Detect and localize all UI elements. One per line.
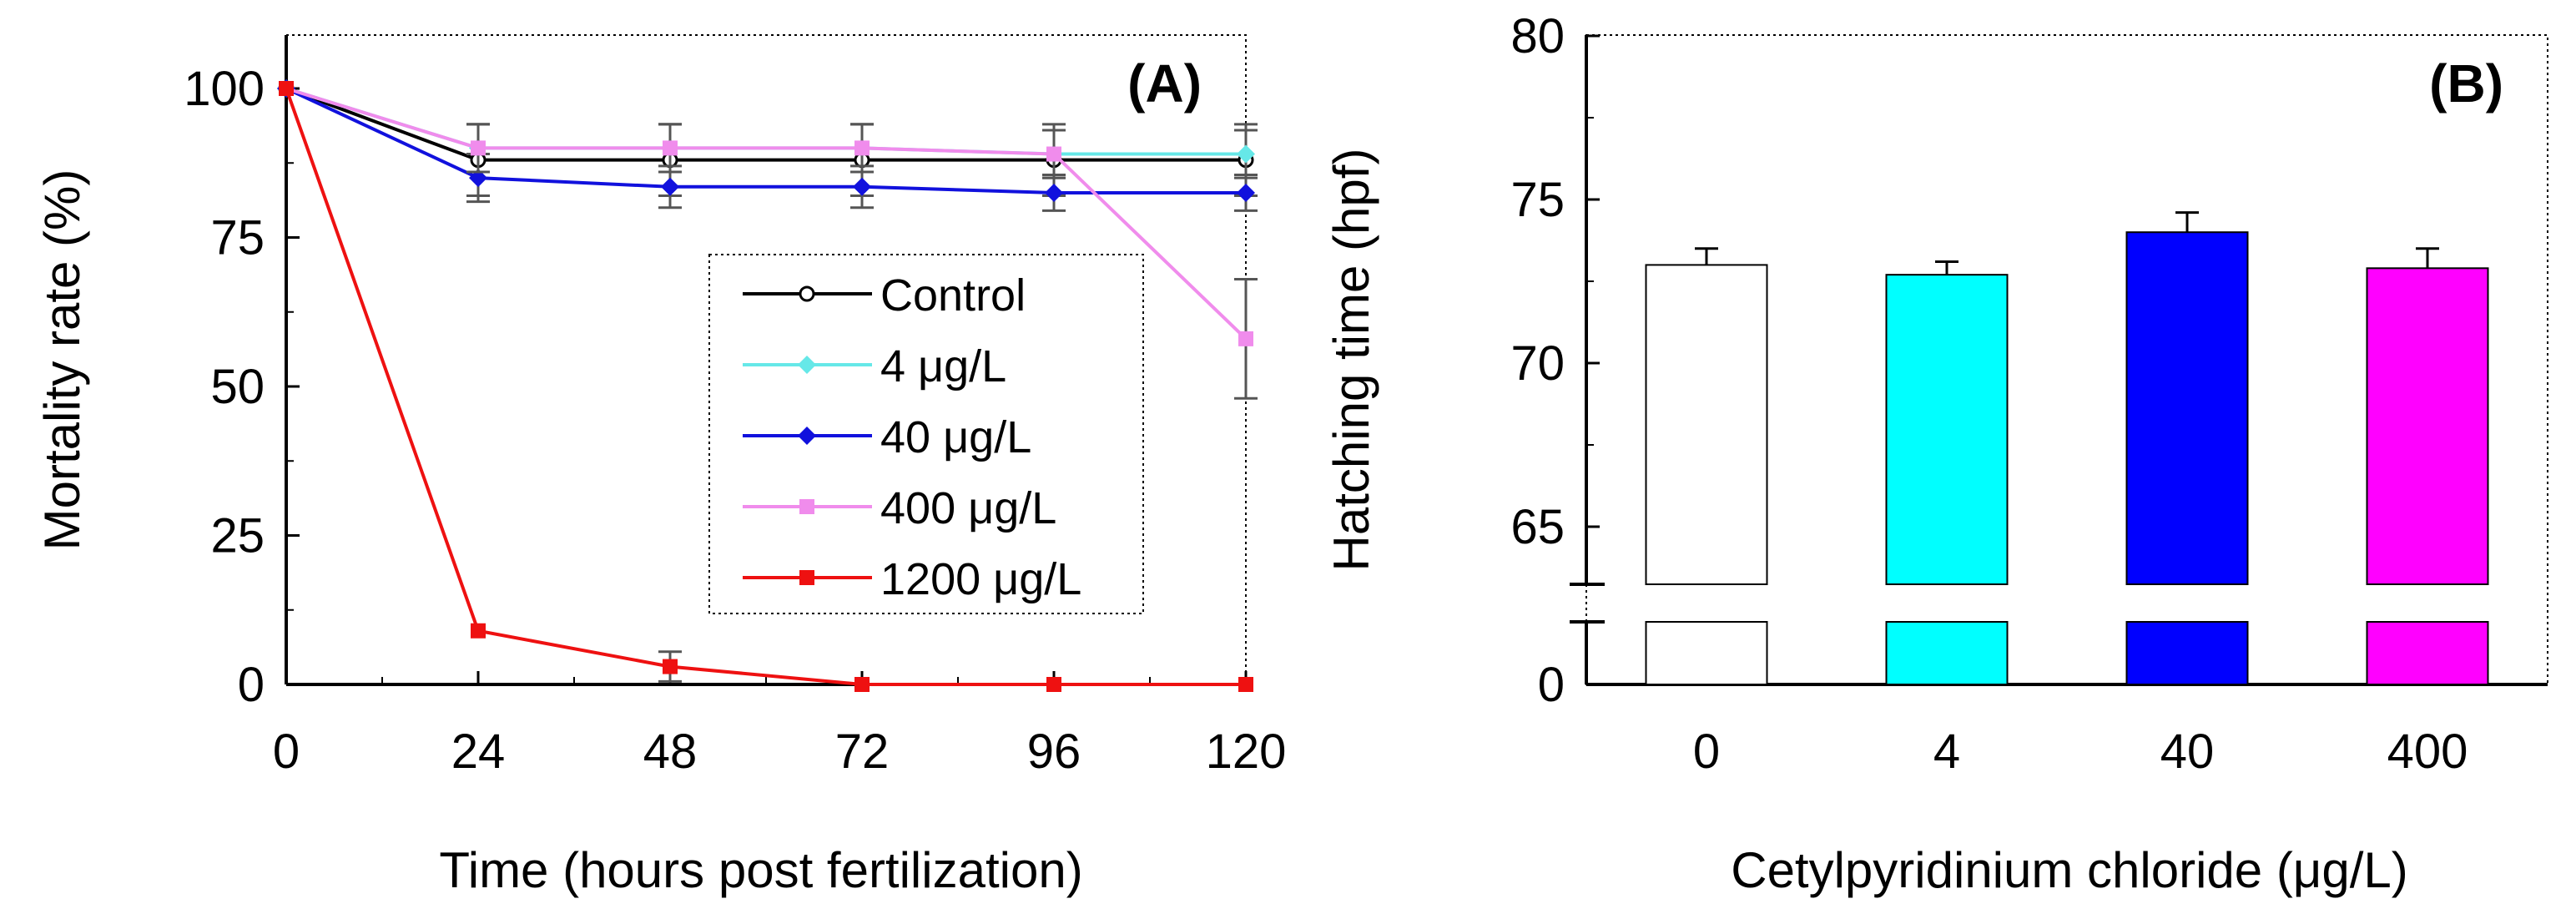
panel-b-bar-4-lower: [1885, 621, 2009, 685]
panel-a-legend-label-400-g-l: 400 μg/L: [880, 483, 1056, 533]
panel-a-y-tick-label-50: 50: [210, 360, 265, 414]
panel-a-point-40-g-l-24: [469, 169, 487, 188]
panel-b-bar-0-upper: [1645, 264, 1768, 585]
panel-b-x-tick-label-400: 400: [2387, 725, 2468, 779]
panel-a-series-4-g-l: [277, 79, 1258, 179]
panel-b-bar-400-upper: [2366, 267, 2489, 585]
panel-a-point-400-g-l-96: [1046, 146, 1061, 162]
panel-b-x-tick-label-4: 4: [1933, 725, 1960, 779]
panel-b-y-axis-title: Hatching time (hpf): [1323, 149, 1379, 572]
panel-a-legend-label-40-g-l: 40 μg/L: [880, 412, 1031, 462]
panel-a-series: [277, 79, 1258, 692]
panel-a-legend-label-control: Control: [880, 270, 1026, 321]
panel-a-x-ticks: 0 24 48 72 96 120: [273, 671, 1287, 779]
panel-a-mortality-chart: 0 25 50 75 100 0 24 48 72 96 120 (A) Mortality ra…: [34, 34, 1287, 898]
panel-b-y-tick-label-75: 75: [1510, 173, 1565, 227]
panel-a-legend-label-1200-g-l: 1200 μg/L: [880, 554, 1081, 604]
panel-a-legend-marker-400-g-l: [799, 499, 814, 514]
panel-a-point-400-g-l-24: [471, 140, 486, 156]
panel-b-y-tick-label-0: 0: [1538, 658, 1565, 712]
panel-a-point-400-g-l-72: [854, 140, 870, 156]
panel-a-series-40-g-l: [277, 79, 1258, 212]
panel-b-y-tick-label-70: 70: [1510, 336, 1565, 391]
panel-a-legend-marker-40-g-l: [798, 427, 816, 445]
panel-a-legend: Control 4 μg/L 40 μg/L 400 μg/L 1200 μg/L: [708, 254, 1144, 614]
panel-a-series-1200-g-l: [279, 81, 1253, 692]
panel-a-x-tick-label-0: 0: [273, 725, 300, 779]
panel-a-point-1200-g-l-0: [279, 81, 294, 96]
panel-a-point-1200-g-l-96: [1046, 677, 1061, 692]
panel-a-point-1200-g-l-48: [663, 659, 678, 674]
panel-a-y-tick-label-75: 75: [210, 211, 265, 265]
panel-b-x-tick-label-0: 0: [1693, 725, 1720, 779]
panel-a-point-400-g-l-120: [1238, 331, 1253, 346]
panel-a-label: (A): [1127, 53, 1202, 114]
panel-a-point-4-g-l-120: [1237, 144, 1255, 164]
panel-a-legend-marker-control: [799, 285, 815, 302]
panel-b-bar-4-upper: [1885, 274, 2009, 585]
panel-a-x-tick-label-48: 48: [643, 725, 698, 779]
panel-a-y-tick-label-25: 25: [210, 509, 265, 563]
panel-a-y-tick-label-0: 0: [238, 658, 265, 712]
panel-a-y-ticks: 0 25 50 75 100: [184, 62, 300, 712]
panel-a-x-tick-label-120: 120: [1206, 725, 1287, 779]
panel-b-bar-400-lower: [2366, 621, 2489, 685]
panel-a-x-tick-label-96: 96: [1027, 725, 1081, 779]
panel-a-legend-marker-1200-g-l: [799, 570, 814, 585]
panel-a-x-axis-title: Time (hours post fertilization): [439, 842, 1082, 898]
panel-a-line-1200-g-l: [285, 88, 1246, 686]
panel-a-line-40-g-l: [285, 87, 1246, 194]
panel-a-line-4-g-l: [285, 87, 1246, 156]
panel-b-y-tick-label-80: 80: [1510, 9, 1565, 63]
panel-a-point-40-g-l-96: [1045, 183, 1063, 202]
panel-a-series-control: [278, 80, 1258, 198]
panel-a-point-40-g-l-120: [1237, 183, 1255, 202]
panel-a-series-400-g-l: [279, 81, 1258, 400]
panel-b-x-tick-label-40: 40: [2160, 725, 2215, 779]
panel-a-point-1200-g-l-120: [1238, 677, 1253, 692]
panel-b-y-ticks: 0 65 70 75 80: [1510, 9, 1600, 712]
panel-b-bar-0-lower: [1645, 621, 1768, 685]
panel-a-legend-label-4-g-l: 4 μg/L: [880, 341, 1006, 391]
panel-a-y-tick-label-100: 100: [184, 62, 265, 116]
panel-a-point-1200-g-l-24: [471, 623, 486, 639]
panel-a-x-tick-label-72: 72: [835, 725, 890, 779]
panel-a-y-axis-title: Mortality rate (%): [34, 169, 90, 551]
panel-b-bars: [1645, 211, 2489, 685]
panel-a-line-control: [285, 87, 1246, 162]
panel-b-y-tick-label-65: 65: [1510, 500, 1565, 554]
panel-a-x-tick-label-24: 24: [451, 725, 506, 779]
panel-b-bar-40-upper: [2125, 231, 2249, 585]
panel-a-line-400-g-l: [285, 87, 1248, 341]
panel-b-x-axis-title: Cetylpyridinium chloride (μg/L): [1731, 842, 2408, 898]
panel-a-point-40-g-l-72: [853, 177, 871, 196]
panel-a-point-40-g-l-48: [661, 177, 679, 196]
panel-b-x-ticks: 0 4 40 400: [1693, 725, 2468, 779]
panel-b-hatching-chart: 0 65 70 75 80 0 4 40 400 (B) Hatching time (hpf…: [1323, 9, 2548, 898]
panel-a-point-1200-g-l-72: [854, 677, 870, 692]
panel-b-bar-40-lower: [2125, 621, 2249, 685]
panel-a-point-400-g-l-48: [663, 140, 678, 156]
panel-b-label: (B): [2429, 53, 2503, 114]
panel-a-legend-marker-4-g-l: [798, 356, 816, 374]
